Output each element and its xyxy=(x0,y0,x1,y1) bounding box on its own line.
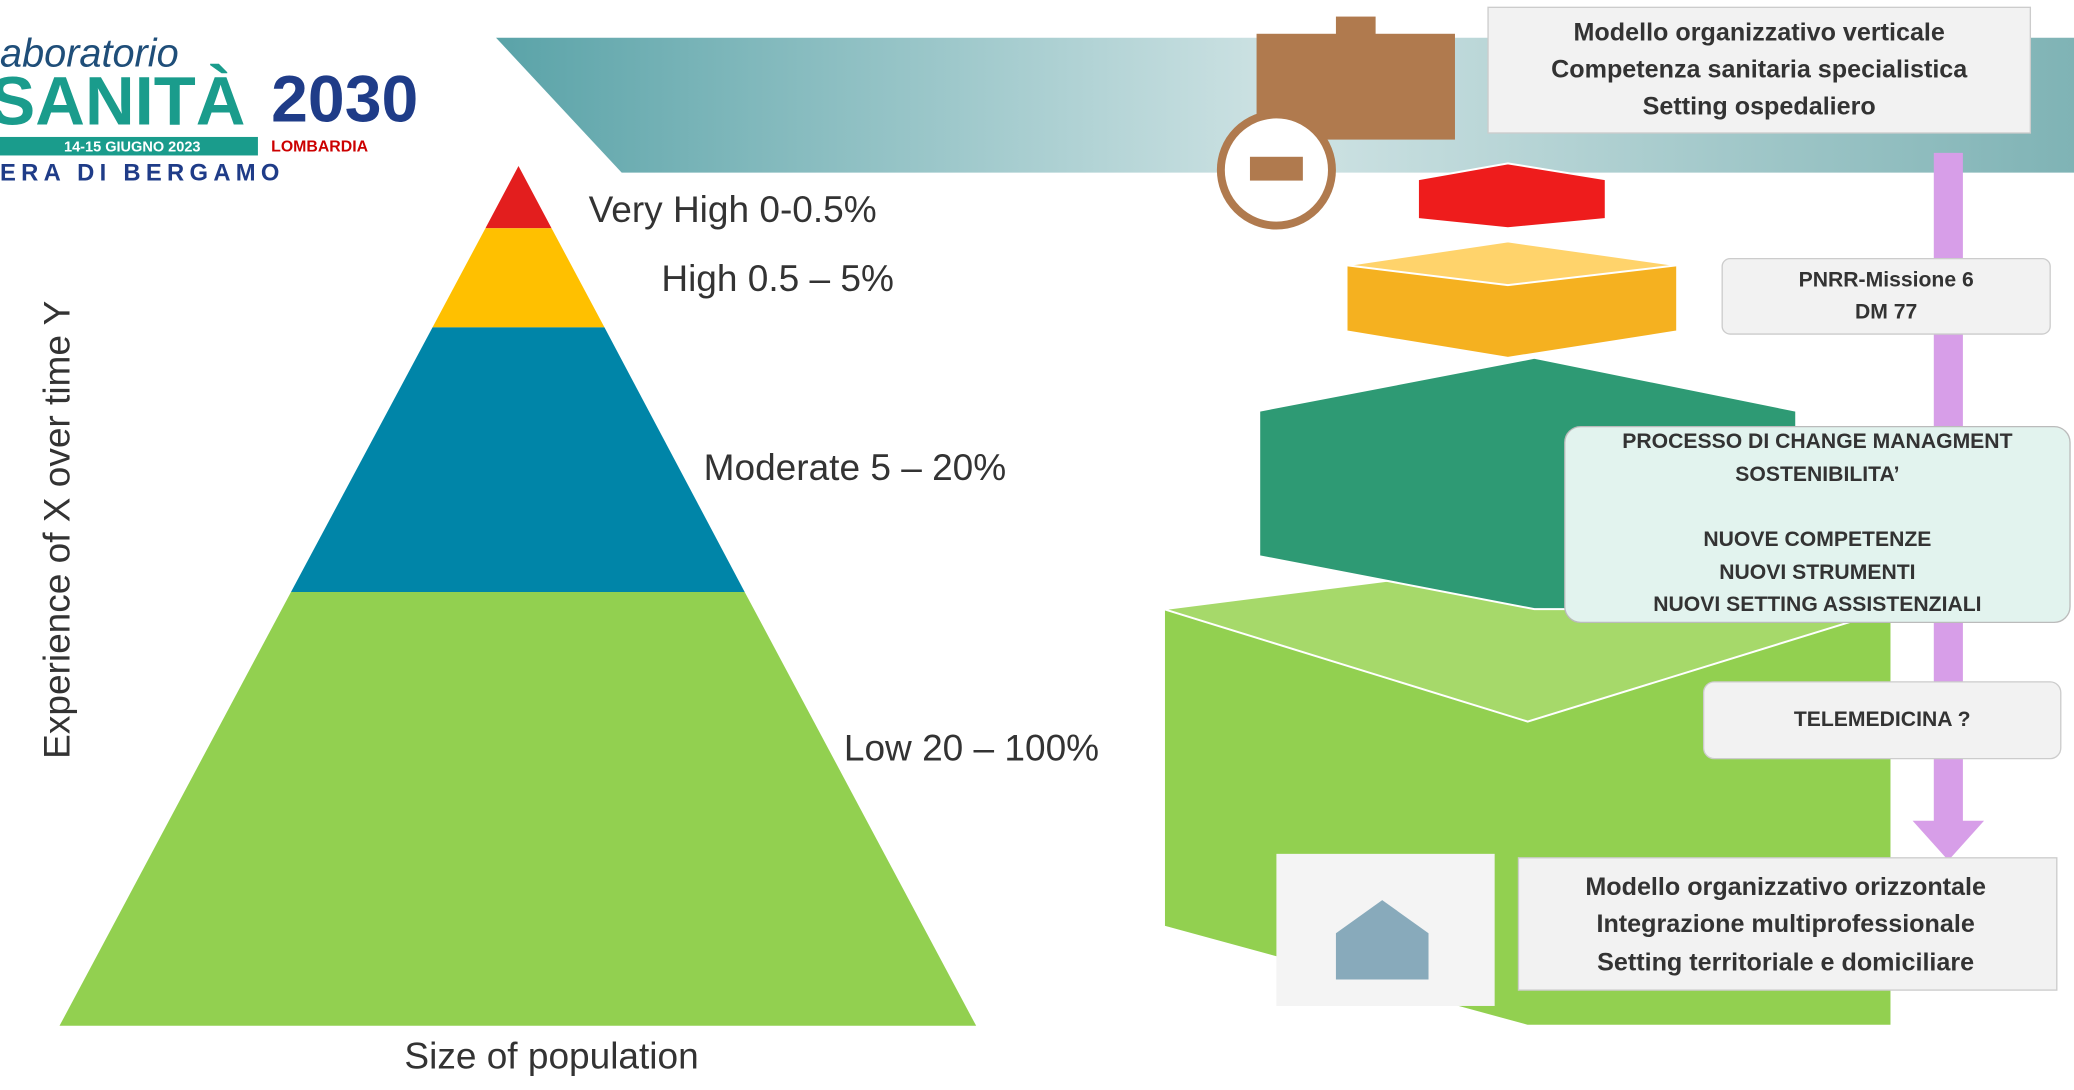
logo-text: ERA DI BERGAMO xyxy=(0,159,285,186)
house-icon xyxy=(1335,900,1429,980)
logo: aboratorio SANITÀ 2030 14-15 GIUGNO 2023… xyxy=(0,32,418,186)
pyramid-level xyxy=(485,166,552,229)
level-label: Low 20 – 100% xyxy=(844,726,1099,768)
logo-text: aboratorio xyxy=(0,32,179,76)
x-axis-label: Size of population xyxy=(404,1035,698,1077)
box-text: NUOVI SETTING ASSISTENZIALI xyxy=(1653,593,1981,616)
box-text: Modello organizzativo verticale xyxy=(1574,18,1945,46)
pyramid-level xyxy=(290,327,745,592)
y-axis-label: Experience of X over time Y xyxy=(35,301,77,759)
process-box xyxy=(1564,425,2071,624)
box-text: PNRR-Missione 6 xyxy=(1799,269,1974,292)
box-text: SOSTENIBILITA’ xyxy=(1735,463,1899,486)
bottom-box xyxy=(1517,857,2058,991)
logo-band xyxy=(0,136,258,156)
box-text: Integrazione multiprofessionale xyxy=(1596,910,1974,938)
level-label: Moderate 5 – 20% xyxy=(704,446,1007,488)
box-text: Setting ospedaliero xyxy=(1643,92,1876,120)
box-text: Modello organizzativo orizzontale xyxy=(1585,873,1986,901)
box-text: DM 77 xyxy=(1855,300,1917,323)
pnrr-box xyxy=(1721,257,2051,335)
hospital-icon xyxy=(1216,16,1455,230)
pyramid-level xyxy=(432,228,605,328)
box-text: Competenza sanitaria specialistica xyxy=(1551,55,1968,83)
pyramid-level xyxy=(59,591,977,1026)
logo-text: 2030 xyxy=(271,62,418,136)
box-text: NUOVI STRUMENTI xyxy=(1719,561,1915,584)
logo-text: 14-15 GIUGNO 2023 xyxy=(64,139,201,155)
box-text: PROCESSO DI CHANGE MANAGMENT xyxy=(1622,430,2012,453)
box-text: Setting territoriale e domiciliare xyxy=(1597,948,1974,976)
level-label: Very High 0-0.5% xyxy=(589,188,877,230)
top-box xyxy=(1487,6,2032,134)
level-label: High 0.5 – 5% xyxy=(661,257,894,299)
pyramid xyxy=(59,166,977,1026)
logo-text: SANITÀ xyxy=(0,63,245,140)
box-text: NUOVE COMPETENZE xyxy=(1703,528,1931,551)
logo-text: LOMBARDIA xyxy=(271,139,368,156)
telemedicina-box xyxy=(1702,681,2062,760)
box-text: TELEMEDICINA ? xyxy=(1794,708,1971,731)
